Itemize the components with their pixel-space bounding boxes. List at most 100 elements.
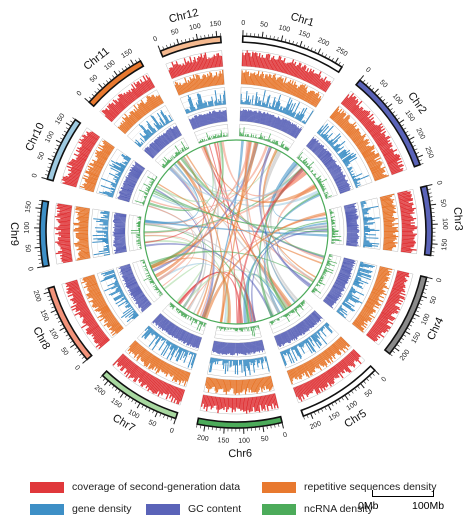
track-gridline <box>281 326 331 358</box>
chromosome-label-chr3: Chr3 <box>451 207 464 232</box>
legend-label-gc: GC content <box>188 503 242 515</box>
track-gridline <box>197 132 229 140</box>
tick-mark <box>317 48 321 55</box>
tick-mark <box>415 152 420 155</box>
tick-mark <box>97 88 101 92</box>
tick-label: 100 <box>421 313 432 327</box>
tick-label: 50 <box>439 199 447 208</box>
ideogram-chr7 <box>101 369 179 420</box>
tick-mark <box>76 350 80 353</box>
tick-label: 0 <box>73 364 81 372</box>
tick-mark <box>328 55 331 60</box>
tick-mark <box>192 37 195 41</box>
track-bars-gc <box>112 212 127 254</box>
tick-mark <box>124 394 128 398</box>
tick-label: 50 <box>364 388 375 398</box>
track-bg-gene <box>96 148 132 198</box>
tick-mark <box>421 295 428 299</box>
tick-mark <box>162 46 165 50</box>
tick-label: 0 <box>26 266 34 271</box>
tick-mark <box>351 390 354 394</box>
legend-item-repeat: repetitive sequences density <box>262 480 437 494</box>
tick-mark <box>61 134 66 137</box>
tick-label: 50 <box>378 79 389 90</box>
tick-mark <box>204 34 206 39</box>
tick-mark <box>402 334 407 337</box>
tick-mark <box>410 320 414 323</box>
tick-mark <box>55 139 62 144</box>
tick-mark <box>320 408 324 412</box>
tick-mark <box>382 99 386 102</box>
tick-mark <box>70 120 74 124</box>
track-gridline <box>165 307 205 332</box>
tick-mark <box>394 114 398 117</box>
tick-mark <box>334 57 339 64</box>
track-bars-ncrna <box>140 259 164 297</box>
track-gridline <box>323 123 368 185</box>
track-bars-repeat <box>127 340 191 387</box>
tick-mark <box>284 38 287 43</box>
tick-label: 100 <box>441 218 448 230</box>
track-bars-ncrna <box>329 209 342 244</box>
tick-mark <box>65 127 70 130</box>
tick-label: 0 <box>241 20 245 27</box>
tick-label: 50 <box>89 74 100 84</box>
track-gridline <box>216 329 260 333</box>
track-bars-coverage <box>293 349 362 402</box>
tick-label: 50 <box>37 151 46 161</box>
tick-mark <box>188 38 191 42</box>
tick-mark <box>406 134 411 137</box>
chromosome-label-chr12: Chr12 <box>168 7 200 26</box>
ideogram-chr3 <box>419 184 433 257</box>
tick-mark <box>270 424 272 429</box>
tick-mark <box>56 316 60 320</box>
tick-mark <box>134 400 137 405</box>
tick-mark <box>170 417 173 421</box>
tick-label: 200 <box>399 349 412 363</box>
tick-mark <box>44 174 49 176</box>
track-bars-repeat <box>241 70 322 108</box>
tick-label: 200 <box>414 127 426 141</box>
tick-mark <box>63 330 67 334</box>
tick-mark <box>127 396 131 401</box>
tick-mark <box>88 96 92 100</box>
tick-label: 50 <box>260 21 269 29</box>
tick-mark <box>118 70 121 74</box>
tick-label: 200 <box>32 289 42 302</box>
track-bars-gene <box>240 90 314 125</box>
chromosome-label-chr5: Chr5 <box>342 407 369 430</box>
track-bars-gene <box>360 200 380 248</box>
tick-mark <box>398 119 405 124</box>
tick-label: 100 <box>24 222 31 234</box>
tick-mark <box>396 344 400 347</box>
tick-mark <box>412 317 416 320</box>
tick-mark <box>374 369 380 375</box>
tick-mark <box>261 31 264 38</box>
tick-mark <box>412 144 416 148</box>
tick-mark <box>347 392 351 396</box>
tick-mark <box>317 410 320 414</box>
tick-mark <box>173 42 176 46</box>
tick-mark <box>54 148 59 151</box>
tick-mark <box>119 392 125 398</box>
track-bars-coverage <box>54 203 73 264</box>
track-gridline <box>336 207 341 245</box>
tick-label: 150 <box>25 201 33 214</box>
track-bars-ncrna <box>296 151 332 199</box>
tick-label: 150 <box>328 411 342 423</box>
ideogram-chr6 <box>196 415 284 429</box>
tick-mark <box>338 399 341 403</box>
tick-mark <box>47 295 51 298</box>
ideogram-chr1 <box>241 35 343 74</box>
tick-mark <box>426 184 433 187</box>
tick-mark <box>118 390 121 394</box>
tick-mark <box>152 409 155 414</box>
tick-mark <box>35 207 42 210</box>
legend-swatch-gc <box>146 503 180 515</box>
tick-mark <box>81 356 85 359</box>
track-bars-gc <box>188 109 228 130</box>
tick-label: 150 <box>209 20 221 28</box>
density-tracks <box>53 49 419 415</box>
tick-mark <box>104 380 109 386</box>
tick-mark <box>334 401 338 405</box>
